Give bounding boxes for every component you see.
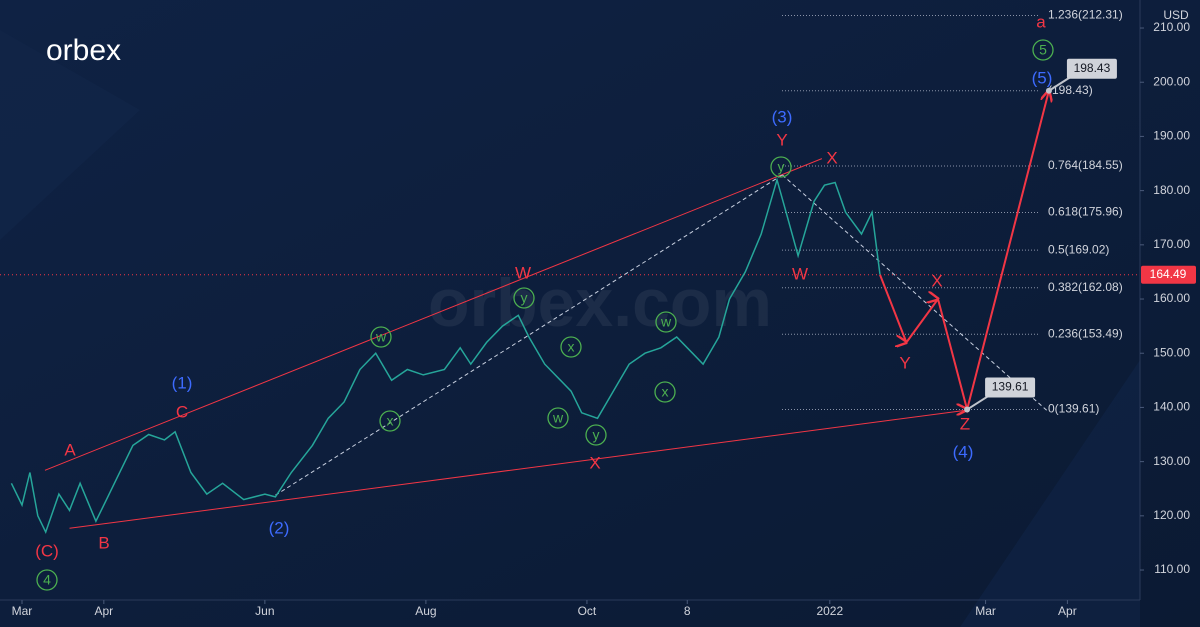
wave-label: X (589, 453, 600, 472)
fib-label: 0.5(169.02) (1048, 242, 1109, 256)
wave-label: y (593, 427, 600, 443)
wave-label: (4) (953, 442, 974, 461)
wave-circle (585, 424, 607, 446)
wave-label: Y (776, 130, 787, 149)
wave-label: w (552, 410, 564, 426)
currency: USD (1163, 8, 1189, 22)
x-tick-label: Jun (255, 604, 274, 618)
wave-label: (1) (172, 373, 193, 392)
trend-line (275, 174, 783, 496)
x-tick-label: 8 (684, 604, 691, 618)
x-tick-label: 2022 (816, 604, 843, 618)
wave-label: y (778, 159, 785, 175)
fib-label: 0.382(162.08) (1048, 280, 1123, 294)
y-tick-label: 180.00 (1153, 183, 1190, 197)
fib-label: (198.43) (1048, 83, 1093, 97)
wave-circle (1032, 39, 1054, 61)
y-tick-label: 210.00 (1153, 20, 1190, 34)
wave-label: w (660, 314, 672, 330)
y-tick-label: 170.00 (1153, 237, 1190, 251)
y-tick-label: 130.00 (1153, 454, 1190, 468)
price-line (10, 177, 881, 535)
wave-label: x (662, 384, 669, 400)
trend-line (44, 158, 823, 471)
y-tick-label: 190.00 (1153, 129, 1190, 143)
callout-pointer (966, 394, 990, 411)
fib-label: 1.236(212.31) (1048, 8, 1123, 22)
callout-box (1066, 58, 1117, 79)
y-tick-label: 110.00 (1154, 562, 1190, 576)
fib-label: 0.764(184.55) (1048, 158, 1123, 172)
y-tick-label: 200.00 (1153, 74, 1190, 88)
wave-circle (547, 407, 569, 429)
wave-label: w (375, 329, 387, 345)
x-tick-label: Mar (12, 604, 33, 618)
wave-label: B (98, 533, 109, 552)
callout-label: 139.61 (992, 380, 1029, 394)
wave-label: X (931, 271, 942, 290)
wave-label: X (826, 148, 837, 167)
y-tick-label: 140.00 (1153, 400, 1190, 414)
wave-circle (379, 410, 401, 432)
wave-label: (3) (772, 107, 793, 126)
wave-label: 5 (1039, 42, 1047, 58)
callout-pointer (1048, 75, 1072, 92)
wave-label: (5) (1032, 68, 1053, 87)
y-tick-label: 120.00 (1153, 508, 1190, 522)
wave-circle (655, 311, 677, 333)
x-tick-label: Mar (975, 604, 996, 618)
decor (0, 30, 140, 240)
wave-label: A (64, 440, 76, 459)
x-tick-label: Apr (1058, 604, 1077, 618)
wave-circle (513, 287, 535, 309)
wave-label: (2) (269, 518, 290, 537)
wave-label: a (1036, 12, 1046, 31)
fib-label: 0.618(175.96) (1048, 205, 1123, 219)
trend-line (69, 409, 968, 529)
wave-label: 4 (43, 572, 51, 588)
wave-label: y (521, 290, 528, 306)
wave-circle (560, 336, 582, 358)
wave-label: Y (899, 353, 910, 372)
x-tick-label: Apr (94, 604, 113, 618)
price-tag-label: 164.49 (1150, 267, 1187, 281)
wave-label: W (792, 264, 808, 283)
wave-circle (36, 569, 58, 591)
wave-label: x (568, 339, 575, 355)
logo: orbex (46, 34, 121, 67)
wave-label: Z (960, 414, 970, 433)
callout-label: 198.43 (1074, 61, 1111, 75)
wave-label: C (176, 402, 188, 421)
callout-box (985, 377, 1036, 398)
watermark: orbex.com (428, 265, 772, 341)
wave-label: x (387, 413, 394, 429)
wave-circle (770, 156, 792, 178)
wave-circle (654, 381, 676, 403)
x-tick-label: Oct (578, 604, 597, 618)
fib-label: 0(139.61) (1048, 402, 1099, 416)
price-tag (1141, 265, 1196, 284)
y-tick-label: 150.00 (1153, 345, 1190, 359)
projection-path (879, 91, 1049, 410)
x-tick-label: Aug (415, 604, 436, 618)
wave-label: W (515, 263, 531, 282)
decor (960, 360, 1140, 627)
y-tick-label: 160.00 (1153, 291, 1190, 305)
wave-circle (370, 326, 392, 348)
wave-label: (C) (35, 541, 59, 560)
fib-label: 0.236(153.49) (1048, 326, 1123, 340)
